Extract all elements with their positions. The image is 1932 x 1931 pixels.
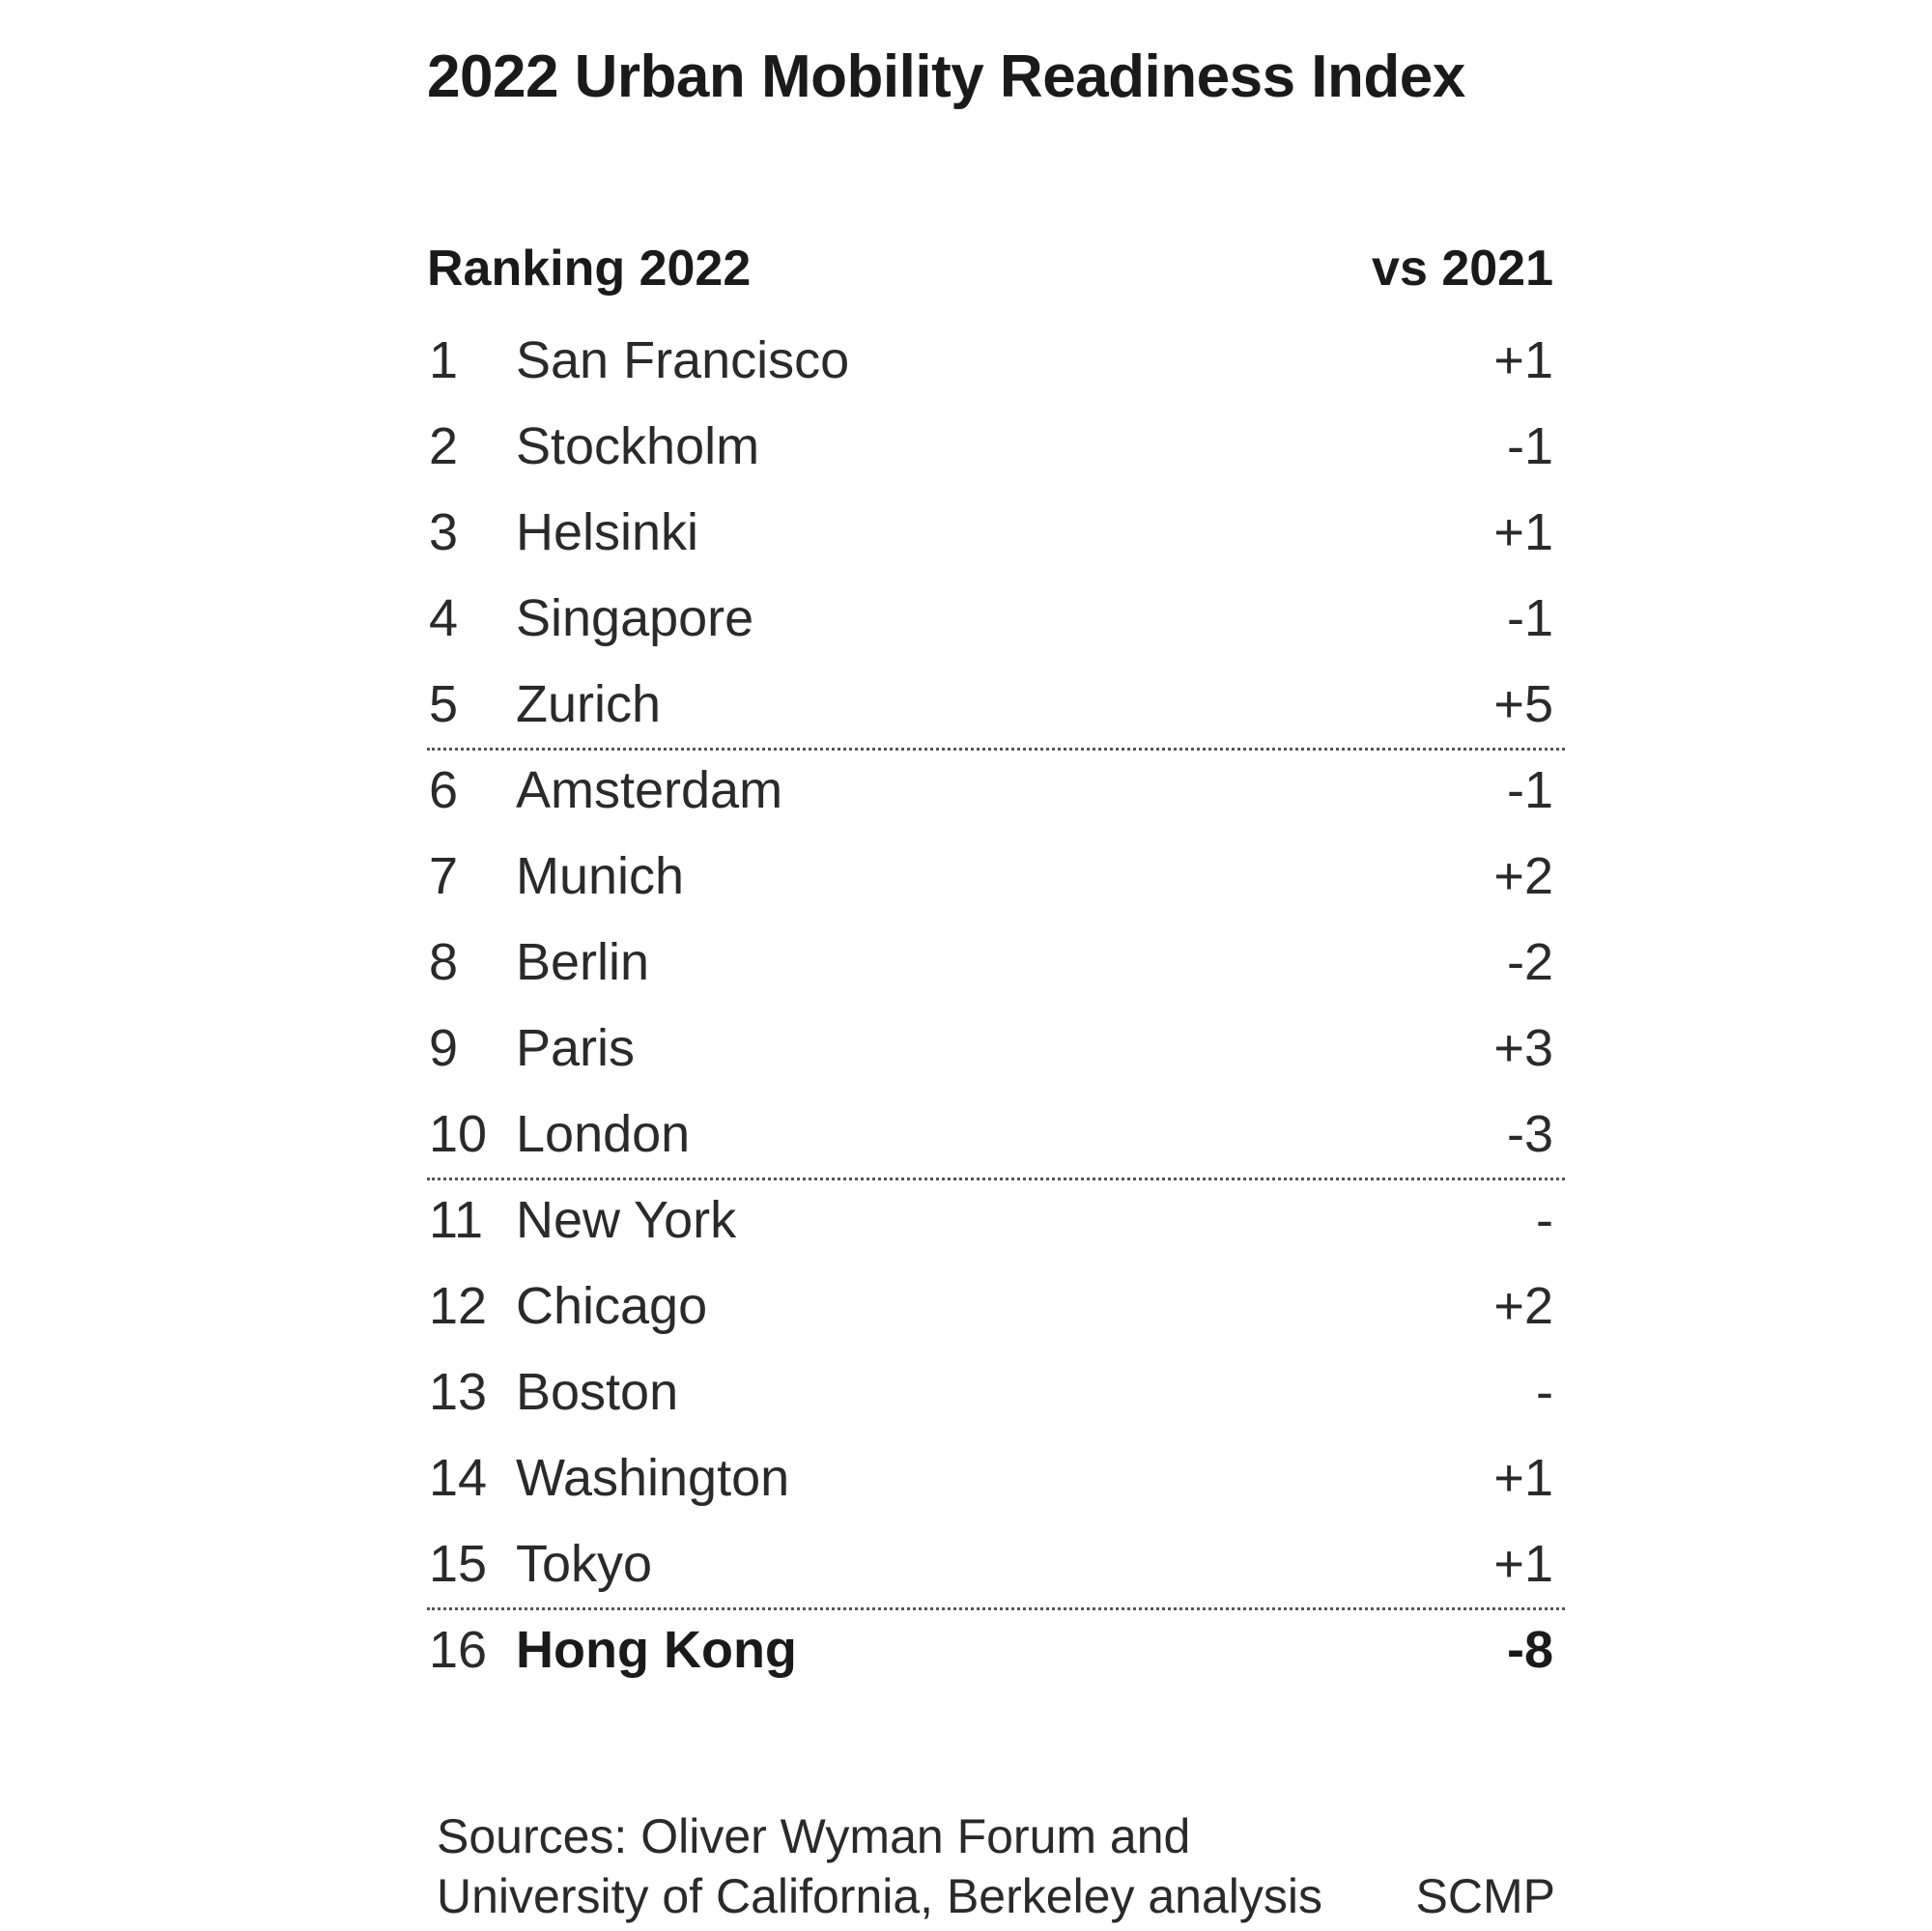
table-row: 6 Amsterdam -1	[427, 751, 1565, 837]
rank-number: 12	[429, 1277, 488, 1335]
rank-change: +1	[1493, 503, 1553, 561]
rank-change: -	[1536, 1191, 1553, 1249]
chart-title: 2022 Urban Mobility Readiness Index	[427, 43, 1465, 110]
source-line-1: Sources: Oliver Wyman Forum and	[437, 1809, 1191, 1863]
table-row: 5 Zurich +5	[427, 665, 1565, 751]
city-name: Amsterdam	[516, 761, 783, 819]
city-name: Washington	[516, 1449, 790, 1507]
city-name: Hong Kong	[516, 1621, 797, 1679]
city-name: Helsinki	[516, 503, 699, 561]
table-row: 12 Chicago +2	[427, 1266, 1565, 1352]
city-name: New York	[516, 1191, 737, 1249]
rank-change: +5	[1493, 675, 1553, 733]
table-row: 14 Washington +1	[427, 1438, 1565, 1524]
city-name: Paris	[516, 1019, 636, 1077]
city-name: Tokyo	[516, 1535, 653, 1593]
city-name: San Francisco	[516, 331, 850, 389]
table-row: 8 Berlin -2	[427, 923, 1565, 1008]
table-row: 7 Munich +2	[427, 837, 1565, 923]
city-name: Singapore	[516, 589, 754, 647]
credit-label: SCMP	[1415, 1869, 1555, 1923]
rank-change: +1	[1493, 1535, 1553, 1593]
rank-change: +1	[1493, 1449, 1553, 1507]
table-row: 10 London -3	[427, 1094, 1565, 1180]
city-name: Boston	[516, 1363, 679, 1421]
rank-number: 13	[429, 1363, 488, 1421]
table-row: 15 Tokyo +1	[427, 1524, 1565, 1610]
city-name: Stockholm	[516, 417, 760, 475]
rank-change: +1	[1493, 331, 1553, 389]
source-note: Sources: Oliver Wyman Forum and Universi…	[437, 1806, 1322, 1926]
rank-number: 3	[429, 503, 459, 561]
rank-number: 9	[429, 1019, 459, 1077]
table-row: 11 New York -	[427, 1180, 1565, 1266]
rank-number: 14	[429, 1449, 488, 1507]
rank-change: -1	[1506, 589, 1553, 647]
rank-number: 1	[429, 331, 459, 389]
rank-change: -1	[1506, 761, 1553, 819]
city-name: London	[516, 1105, 691, 1163]
rank-number: 2	[429, 417, 459, 475]
rank-number: 5	[429, 675, 459, 733]
ranking-table: 1 San Francisco +1 2 Stockholm -1 3 Helsinki +1 4…	[427, 321, 1565, 1696]
rank-number: 8	[429, 933, 459, 991]
column-header-change: vs 2021	[1372, 241, 1553, 297]
rank-change: +2	[1493, 847, 1553, 905]
rank-change: -3	[1506, 1105, 1553, 1163]
city-name: Chicago	[516, 1277, 708, 1335]
rank-change: -8	[1506, 1621, 1553, 1679]
rank-change: +3	[1493, 1019, 1553, 1077]
rank-number: 16	[429, 1621, 488, 1679]
column-header-ranking: Ranking 2022	[427, 241, 752, 297]
city-name: Munich	[516, 847, 685, 905]
rank-change: -	[1536, 1363, 1553, 1421]
table-row: 1 San Francisco +1	[427, 321, 1565, 407]
rank-change: +2	[1493, 1277, 1553, 1335]
rank-number: 6	[429, 761, 459, 819]
city-name: Zurich	[516, 675, 662, 733]
table-row: 16 Hong Kong -8	[427, 1610, 1565, 1696]
rank-number: 10	[429, 1105, 488, 1163]
table-row: 4 Singapore -1	[427, 579, 1565, 665]
rank-number: 4	[429, 589, 459, 647]
table-row: 13 Boston -	[427, 1352, 1565, 1438]
rank-change: -2	[1506, 933, 1553, 991]
rank-number: 11	[429, 1191, 484, 1249]
table-row: 3 Helsinki +1	[427, 493, 1565, 579]
rank-change: -1	[1506, 417, 1553, 475]
table-row: 2 Stockholm -1	[427, 407, 1565, 493]
source-line-2: University of California, Berkeley analy…	[437, 1869, 1323, 1923]
table-row: 9 Paris +3	[427, 1008, 1565, 1094]
rank-number: 7	[429, 847, 459, 905]
city-name: Berlin	[516, 933, 650, 991]
rank-number: 15	[429, 1535, 488, 1593]
